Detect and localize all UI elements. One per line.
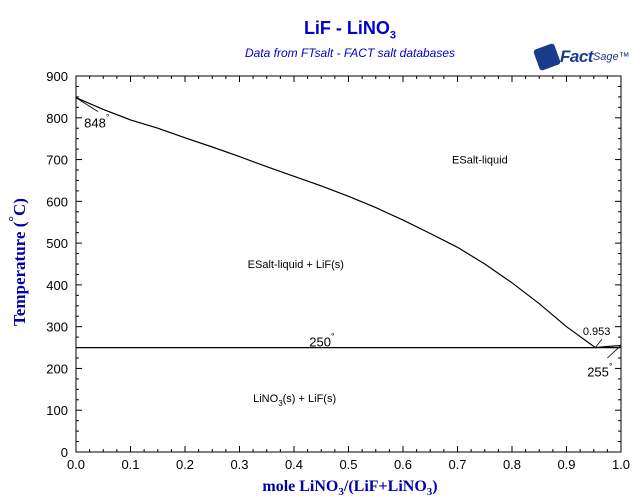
x-tick-label: 0.6 bbox=[394, 457, 412, 472]
x-tick-label: 0.3 bbox=[230, 457, 248, 472]
annotation-label: LiNO3(s) + LiF(s) bbox=[253, 393, 336, 408]
x-tick-label: 0.7 bbox=[448, 457, 466, 472]
y-tick-label: 600 bbox=[46, 194, 68, 209]
y-tick-label: 500 bbox=[46, 236, 68, 251]
annotation-label: 250° bbox=[309, 332, 335, 350]
x-tick-label: 0.5 bbox=[339, 457, 357, 472]
plot-frame bbox=[76, 76, 621, 452]
x-tick-label: 1.0 bbox=[612, 457, 630, 472]
x-tick-label: 0.0 bbox=[67, 457, 85, 472]
y-tick-label: 400 bbox=[46, 278, 68, 293]
y-tick-label: 700 bbox=[46, 153, 68, 168]
x-tick-label: 0.9 bbox=[557, 457, 575, 472]
series-liquidus bbox=[76, 98, 595, 348]
leader-848 bbox=[76, 98, 98, 112]
leader-0953 bbox=[595, 339, 602, 347]
annotation-label: 0.953 bbox=[583, 326, 611, 338]
x-tick-label: 0.8 bbox=[503, 457, 521, 472]
y-tick-label: 100 bbox=[46, 403, 68, 418]
x-tick-label: 0.1 bbox=[121, 457, 139, 472]
annotation-label: 848° bbox=[84, 113, 110, 131]
y-tick-label: 0 bbox=[61, 445, 68, 460]
y-tick-label: 900 bbox=[46, 69, 68, 84]
y-tick-label: 300 bbox=[46, 320, 68, 335]
annotation-label: 255° bbox=[587, 362, 613, 380]
annotation-label: ESalt-liquid bbox=[452, 155, 508, 167]
x-tick-label: 0.2 bbox=[176, 457, 194, 472]
y-tick-label: 800 bbox=[46, 111, 68, 126]
x-tick-label: 0.4 bbox=[285, 457, 303, 472]
annotation-label: ESalt-liquid + LiF(s) bbox=[248, 259, 344, 271]
y-tick-label: 200 bbox=[46, 361, 68, 376]
